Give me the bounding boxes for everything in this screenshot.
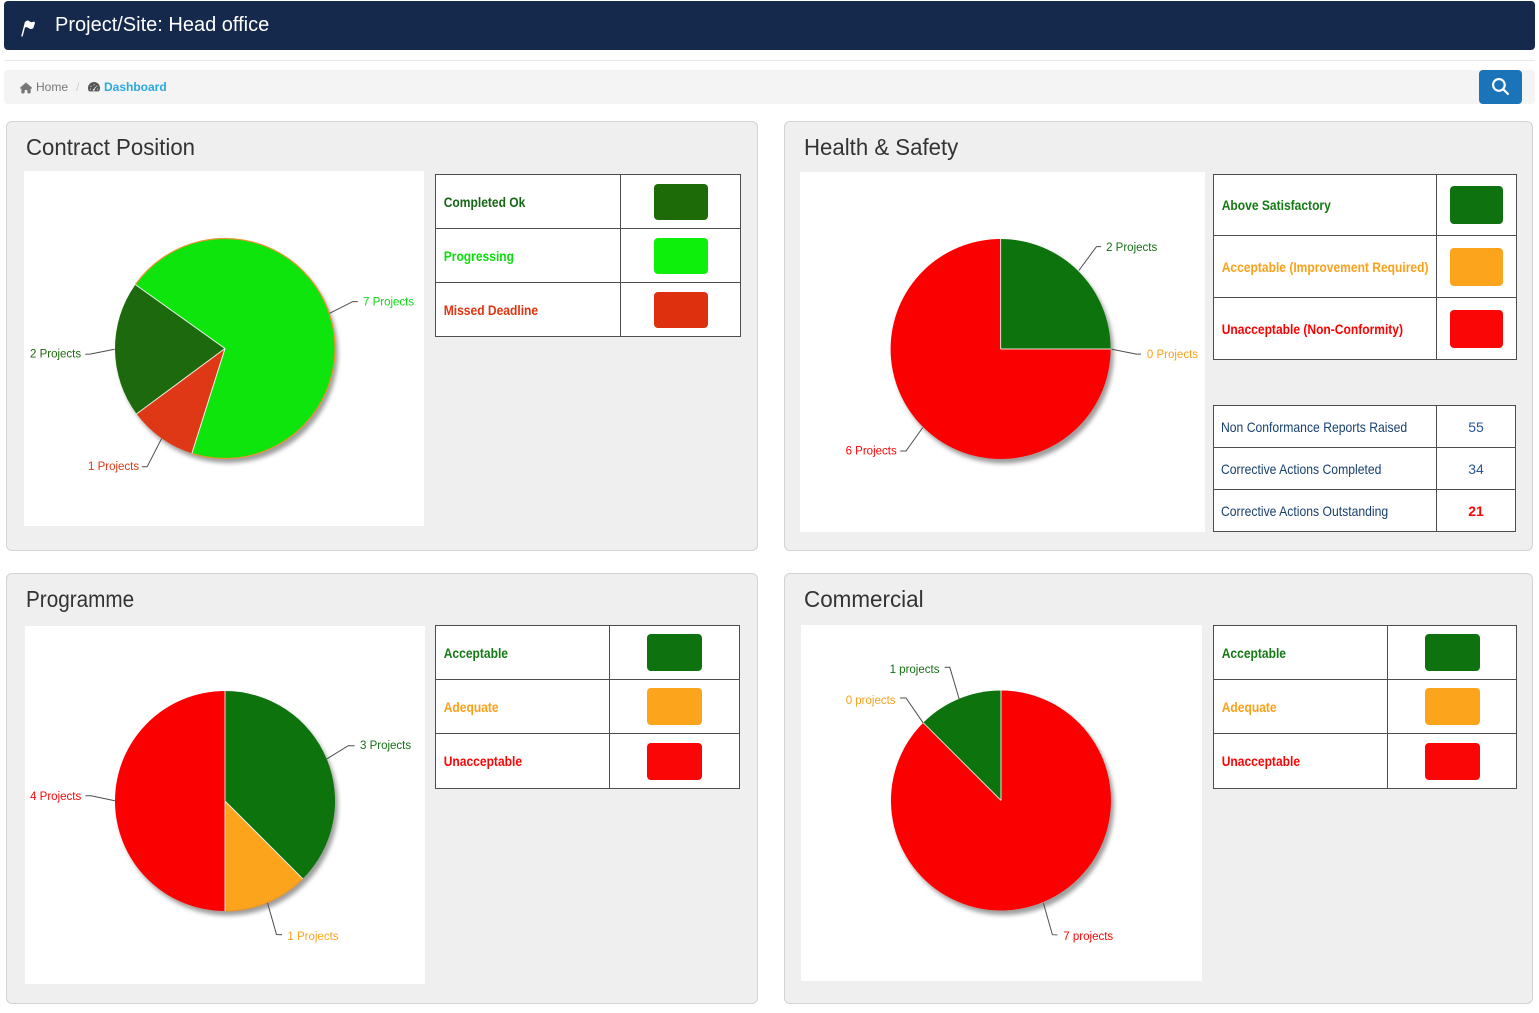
svg-text:1 Projects: 1 Projects bbox=[88, 461, 139, 473]
svg-text:3 Projects: 3 Projects bbox=[360, 740, 411, 752]
svg-text:1 Projects: 1 Projects bbox=[287, 931, 338, 943]
svg-text:0 Projects: 0 Projects bbox=[1147, 349, 1198, 361]
svg-text:6 Projects: 6 Projects bbox=[846, 446, 897, 458]
svg-text:0 projects: 0 projects bbox=[846, 695, 896, 707]
svg-text:7 Projects: 7 Projects bbox=[363, 297, 414, 309]
svg-text:7 projects: 7 projects bbox=[1063, 931, 1113, 943]
svg-text:2 Projects: 2 Projects bbox=[30, 349, 81, 361]
svg-text:2 Projects: 2 Projects bbox=[1106, 242, 1157, 254]
svg-text:4 Projects: 4 Projects bbox=[30, 791, 81, 803]
svg-text:1 projects: 1 projects bbox=[890, 664, 940, 676]
